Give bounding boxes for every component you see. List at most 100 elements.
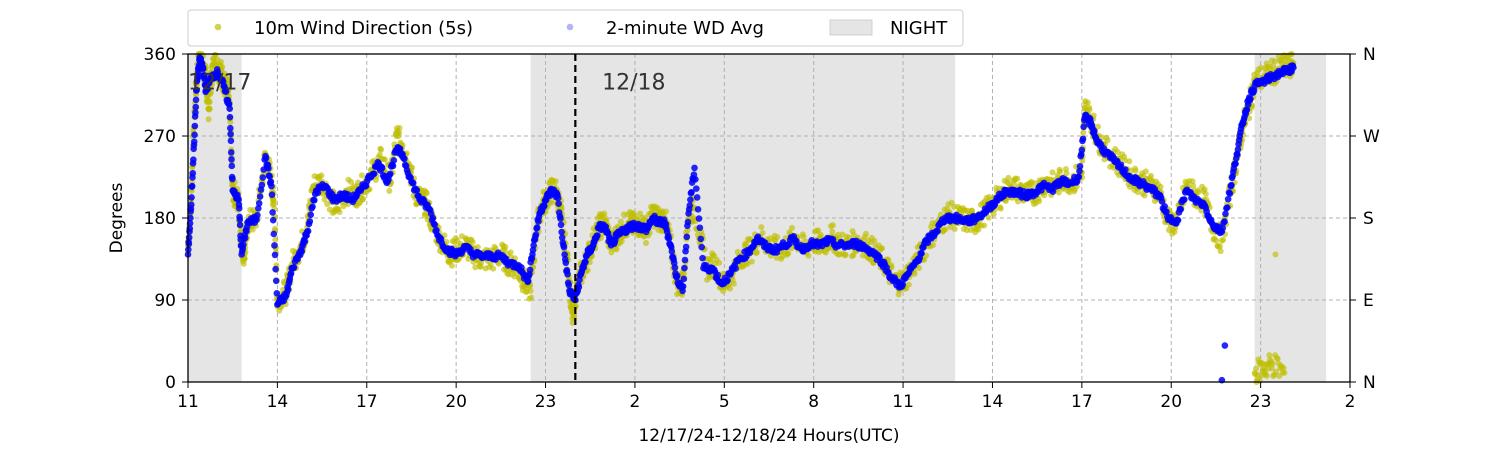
data-point xyxy=(469,239,476,246)
data-point xyxy=(407,174,414,182)
data-point xyxy=(564,270,571,278)
data-point xyxy=(185,234,193,241)
x-tick-label: 2 xyxy=(630,392,641,412)
y-tick-label: 360 xyxy=(144,45,176,65)
data-point xyxy=(1221,342,1229,349)
legend-marker xyxy=(566,23,574,31)
data-point xyxy=(1268,358,1275,365)
data-point xyxy=(911,270,918,277)
data-point xyxy=(284,286,292,293)
data-point xyxy=(885,269,892,276)
data-point xyxy=(1174,216,1182,224)
data-point xyxy=(1258,64,1265,71)
data-point xyxy=(930,241,937,248)
data-point xyxy=(687,196,694,203)
data-point xyxy=(805,252,812,259)
data-point xyxy=(234,194,242,202)
data-point xyxy=(582,258,589,266)
data-point xyxy=(237,227,244,234)
data-point xyxy=(236,216,244,223)
data-point xyxy=(696,224,704,232)
data-point xyxy=(386,188,393,195)
data-point xyxy=(1074,173,1082,181)
data-point xyxy=(1057,168,1064,175)
data-point xyxy=(1272,58,1279,65)
legend-marker xyxy=(214,23,222,31)
x-tick-label: 5 xyxy=(719,392,730,412)
date-labels: 12/17 12/18 xyxy=(188,70,666,95)
data-point xyxy=(916,265,923,272)
data-point xyxy=(241,256,248,263)
data-point xyxy=(1158,198,1166,205)
data-point xyxy=(1014,175,1021,182)
data-point xyxy=(1280,364,1287,371)
data-point xyxy=(1250,87,1258,94)
data-point xyxy=(759,230,766,237)
data-point xyxy=(888,264,895,271)
data-point xyxy=(680,270,687,277)
y-right-tick-label: E xyxy=(1363,291,1374,311)
data-point xyxy=(817,231,824,238)
x-tick-label: 11 xyxy=(892,392,914,412)
legend-label: 2-minute WD Avg xyxy=(606,18,764,39)
data-point xyxy=(219,64,226,71)
data-point xyxy=(222,88,230,96)
data-point xyxy=(1213,237,1220,244)
data-point xyxy=(448,262,455,269)
data-point xyxy=(348,178,355,185)
data-point xyxy=(990,211,997,218)
data-point xyxy=(298,248,306,255)
legend-label: NIGHT xyxy=(890,18,948,39)
data-point xyxy=(1078,146,1086,154)
data-point xyxy=(1157,183,1164,190)
data-point xyxy=(187,214,194,222)
data-point xyxy=(254,211,261,219)
data-point xyxy=(555,200,562,207)
data-point xyxy=(311,196,318,204)
data-point xyxy=(681,264,688,272)
data-point xyxy=(390,156,398,164)
data-point xyxy=(1121,157,1128,164)
data-point xyxy=(228,162,236,170)
data-point xyxy=(241,234,249,242)
data-point xyxy=(1272,368,1279,375)
data-point xyxy=(744,261,751,268)
data-point xyxy=(389,162,397,170)
data-point xyxy=(507,249,514,256)
x-tick-label: 20 xyxy=(445,392,467,412)
data-point xyxy=(692,175,699,183)
data-point xyxy=(229,175,236,183)
data-point xyxy=(528,294,535,301)
data-point xyxy=(1195,189,1202,196)
data-point xyxy=(985,214,992,221)
x-tick-label: 17 xyxy=(356,392,378,412)
data-point xyxy=(693,185,700,192)
data-point xyxy=(904,270,912,278)
data-point xyxy=(1256,377,1263,384)
data-point xyxy=(673,272,681,280)
data-point xyxy=(374,158,382,166)
data-point xyxy=(290,264,298,271)
data-point xyxy=(714,271,722,279)
data-point xyxy=(227,137,235,145)
data-point xyxy=(206,105,213,112)
data-point xyxy=(1063,170,1070,177)
data-point xyxy=(665,235,673,242)
date-label: 12/17 xyxy=(188,70,251,95)
data-point xyxy=(774,234,781,241)
data-point xyxy=(270,200,277,207)
data-point xyxy=(1217,248,1224,255)
data-point xyxy=(707,258,714,265)
y-tick-label: 0 xyxy=(165,373,176,393)
data-point xyxy=(876,253,883,261)
data-point xyxy=(192,103,200,111)
data-point xyxy=(1247,95,1254,103)
data-point xyxy=(681,256,689,264)
data-point xyxy=(720,288,727,295)
data-point xyxy=(235,204,243,212)
data-point xyxy=(1163,208,1170,216)
data-point xyxy=(617,218,624,225)
data-point xyxy=(495,260,502,267)
data-point xyxy=(189,169,197,177)
data-point xyxy=(423,190,430,197)
